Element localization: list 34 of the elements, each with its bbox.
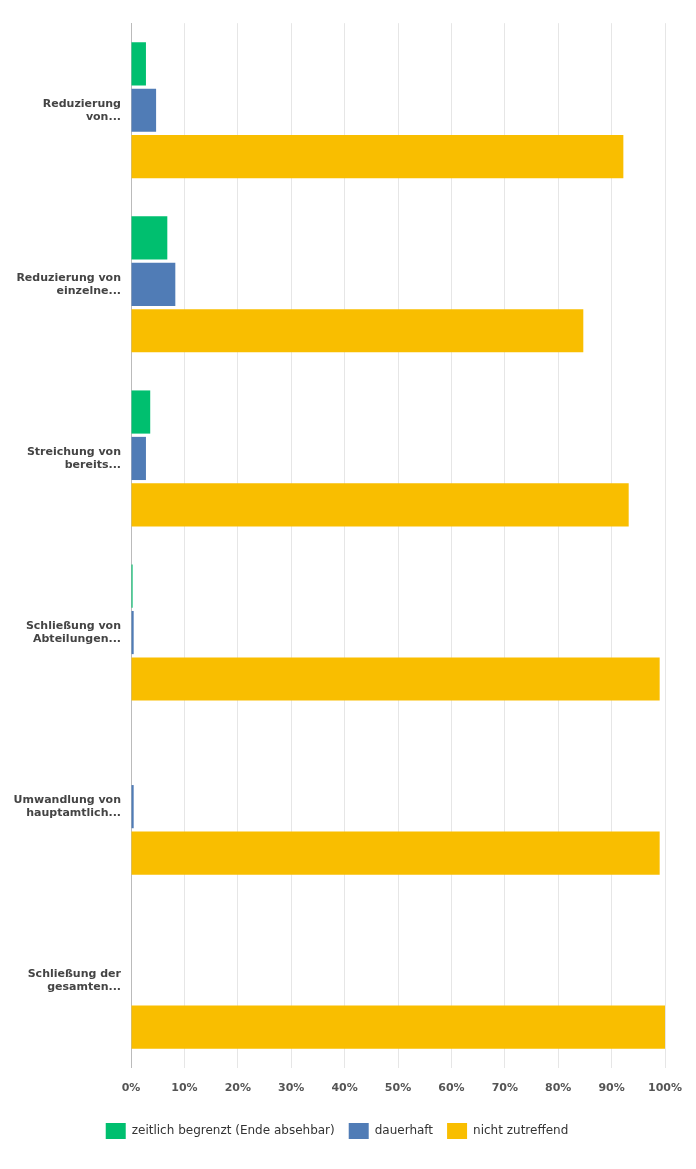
y-tick-label: Schließung der gesamten... [27,967,122,994]
bar [131,262,176,306]
bar [131,42,146,86]
x-tick-label: 40% [331,1081,358,1095]
x-tick-label: 100% [648,1081,682,1095]
y-tick-label: Reduzierung von einzelne... [16,270,121,297]
x-tick-label: 30% [278,1081,305,1095]
x-tick-label: 70% [491,1081,518,1095]
bar [131,657,660,701]
bar [131,309,584,353]
bar [131,1005,666,1049]
x-tick-label: 60% [438,1081,465,1095]
x-tick-label: 10% [171,1081,198,1095]
y-tick-label: Streichung von bereits... [26,444,121,471]
x-tick-label: 80% [545,1081,572,1095]
x-tick-label: 50% [384,1081,412,1095]
bar [131,135,624,179]
y-tick-label: Umwandlung von hauptamtlich... [13,792,121,820]
bar [131,436,146,481]
x-tick-label: 90% [598,1081,625,1095]
y-tick-label: Reduzierung von... [42,96,121,123]
bar [131,216,168,260]
bar [131,88,157,132]
bar [131,610,134,655]
bar [131,390,151,434]
bar [131,785,134,829]
bar [131,483,629,527]
x-tick-label: 0% [121,1081,141,1095]
legend-label: zeitlich begrenzt (Ende absehbar) [131,1123,335,1138]
bar [131,831,660,875]
legend-label: dauerhaft [374,1123,434,1138]
x-tick-label: 20% [224,1081,251,1095]
y-tick-label: Schließung von Abteilungen... [25,618,121,646]
legend-label: nicht zutreffend [473,1123,569,1138]
